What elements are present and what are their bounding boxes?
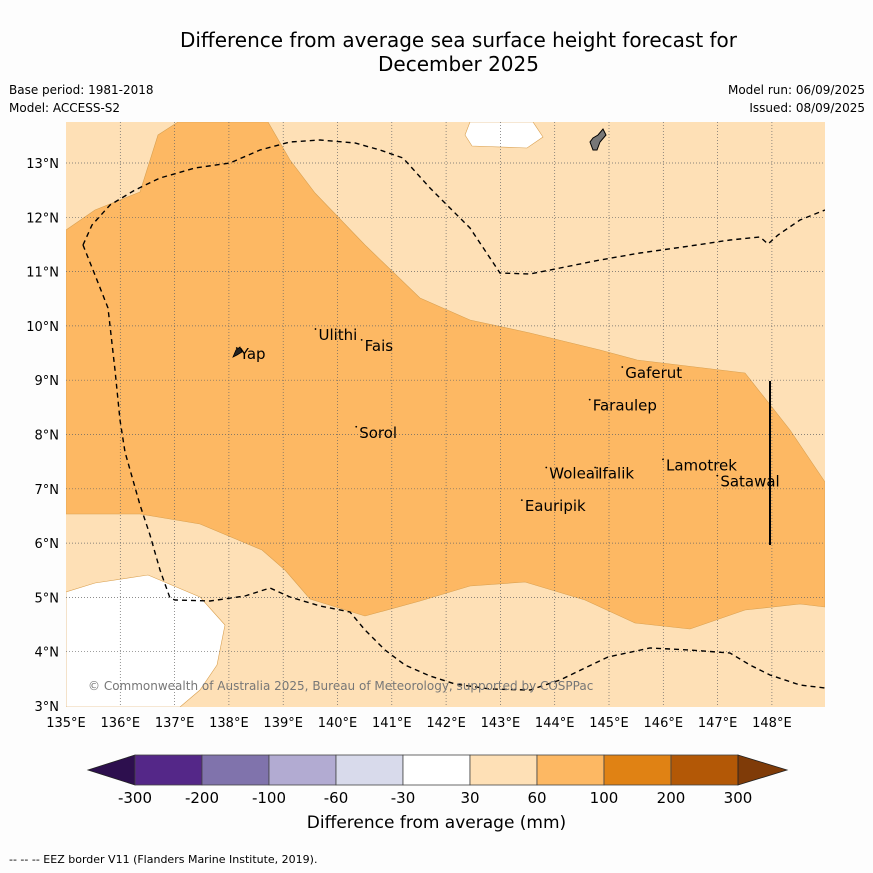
place-label: Lamotrek <box>666 456 737 474</box>
white-region-southwest <box>66 574 226 707</box>
lat-tick-label: 9°N <box>35 374 60 389</box>
title-line-1: Difference from average sea surface heig… <box>179 28 738 52</box>
colorbar-tick-label: 100 <box>590 789 619 807</box>
lon-tick-label: 141°E <box>372 716 412 731</box>
lon-tick-label: 143°E <box>481 716 521 731</box>
colorbar-tick-label: 60 <box>527 789 546 807</box>
colorbar-extend-high <box>737 754 789 786</box>
place-marker <box>520 499 523 501</box>
colorbar-tick-label: 30 <box>460 789 479 807</box>
copyright-text: © Commonwealth of Australia 2025, Bureau… <box>88 679 593 693</box>
meta-left: Base period: 1981-2018 Model: ACCESS-S2 <box>9 81 154 117</box>
colorbar-tick-label: 300 <box>724 789 753 807</box>
eez-border <box>82 139 825 691</box>
lon-tick-label: 136°E <box>101 716 141 731</box>
place-marker <box>235 347 238 349</box>
white-region-top <box>464 122 544 149</box>
lat-tick-label: 8°N <box>35 429 60 444</box>
lat-tick-label: 7°N <box>35 483 60 498</box>
lon-tick-label: 148°E <box>752 716 792 731</box>
lon-tick-label: 139°E <box>263 716 303 731</box>
anomaly-60-100-region <box>66 122 825 630</box>
colorbar-tick-label: -100 <box>252 789 286 807</box>
lon-tick-label: 142°E <box>426 716 466 731</box>
place-label: Gaferut <box>625 364 682 382</box>
lon-tick-label: 138°E <box>209 716 249 731</box>
place-marker <box>716 474 719 477</box>
lat-tick-label: 11°N <box>26 266 59 281</box>
colorbar-box <box>268 754 337 786</box>
meta-right: Model run: 06/09/2025 Issued: 08/09/2025 <box>728 81 865 117</box>
place-label: Ifalik <box>598 465 634 483</box>
place-label: Ulithi <box>318 326 357 344</box>
lat-tick-label: 4°N <box>35 646 60 661</box>
chart-title: Difference from average sea surface heig… <box>60 28 857 76</box>
lat-tick-label: 5°N <box>35 591 60 606</box>
colorbar: -300 -200 -100 -60 -30 30 60 100 200 300 <box>86 754 789 807</box>
base-period: Base period: 1981-2018 <box>9 83 154 97</box>
colorbar-title: Difference from average (mm) <box>306 813 567 833</box>
place-label: Eauripik <box>525 497 586 515</box>
colorbar-box <box>670 754 739 786</box>
place-marker <box>594 466 597 469</box>
colorbar-box <box>201 754 270 786</box>
eez-footnote: -- -- -- EEZ border V11 (Flanders Marine… <box>9 853 318 866</box>
lat-tick-label: 12°N <box>26 211 59 226</box>
colorbar-box <box>402 754 471 786</box>
place-marker <box>314 328 317 330</box>
lat-tick-label: 13°N <box>26 157 59 172</box>
lon-tick-label: 147°E <box>698 716 738 731</box>
place-marker <box>662 458 664 461</box>
colorbar-tick-label: -200 <box>185 789 219 807</box>
map-area: Yap Ulithi Fais Sorol Gaferut Faraulep WoleaiI… <box>66 122 825 707</box>
colorbar-tick-label: -30 <box>391 789 416 807</box>
lon-tick-label: 145°E <box>589 716 629 731</box>
place-label: Yap <box>239 345 266 363</box>
colorbar-box <box>134 754 203 786</box>
lon-tick-label: 135°E <box>46 716 86 731</box>
place-label: Woleai <box>549 465 599 483</box>
title-line-2: December 2025 <box>378 52 539 76</box>
colorbar-tick-label: -300 <box>118 789 152 807</box>
colorbar-extend-low <box>86 754 136 786</box>
lon-tick-label: 140°E <box>318 716 358 731</box>
place-marker <box>360 339 363 341</box>
longitude-tick-labels: 135°E 136°E 137°E 138°E 139°E 140°E 141°E 142°E… <box>46 716 791 731</box>
model-run: Model run: 06/09/2025 <box>727 83 865 97</box>
issued-date: Issued: 08/09/2025 <box>749 101 865 115</box>
lat-tick-label: 3°N <box>35 700 60 715</box>
place-label: Faraulep <box>593 397 657 415</box>
lat-tick-label: 6°N <box>35 537 60 552</box>
place-marker <box>355 425 358 428</box>
island-yap-shape <box>232 346 243 358</box>
place-label: Satawal <box>720 473 779 491</box>
place-marker <box>621 366 624 368</box>
grid-lines <box>66 122 825 707</box>
place-label: Fais <box>365 337 394 355</box>
lon-tick-label: 146°E <box>644 716 684 731</box>
colorbar-box <box>335 754 404 786</box>
lon-tick-label: 144°E <box>535 716 575 731</box>
colorbar-tick-label: 200 <box>657 789 686 807</box>
place-label: Sorol <box>359 424 397 442</box>
place-marker <box>545 466 548 469</box>
colorbar-box <box>469 754 538 786</box>
place-marker <box>588 398 591 401</box>
model-name: Model: ACCESS-S2 <box>9 101 121 115</box>
island-guam-shape <box>589 128 607 151</box>
colorbar-box <box>536 754 605 786</box>
colorbar-box <box>603 754 672 786</box>
latitude-tick-labels: 3°N 4°N 5°N 6°N 7°N 8°N 9°N 10°N 11°N 12°N 13°N <box>26 157 59 715</box>
place-labels: Yap Ulithi Fais Sorol Gaferut Faraulep WoleaiI… <box>235 326 780 515</box>
lon-tick-label: 137°E <box>155 716 195 731</box>
lat-tick-label: 10°N <box>26 320 59 335</box>
colorbar-tick-label: -60 <box>324 789 349 807</box>
